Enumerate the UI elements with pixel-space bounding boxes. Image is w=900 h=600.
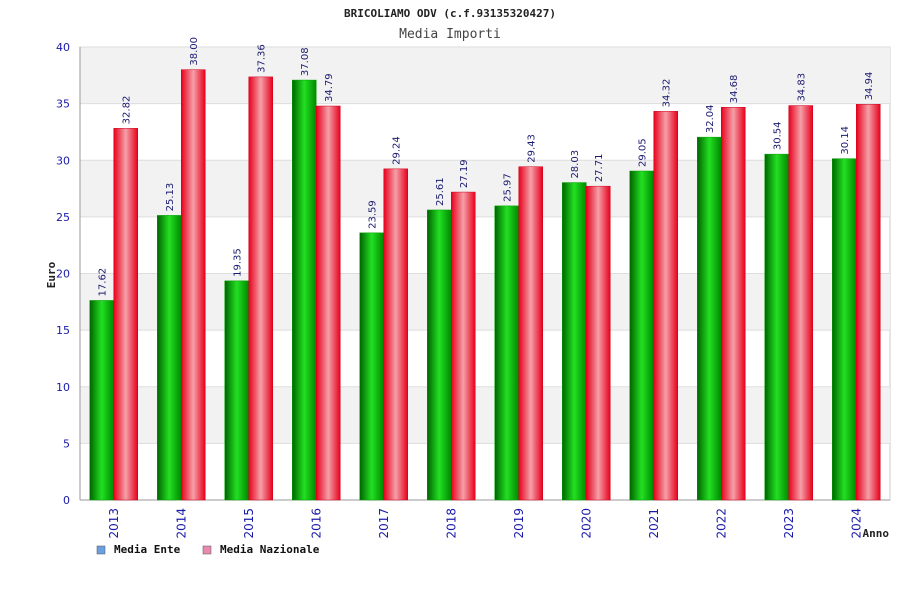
x-axis-label: Anno	[863, 527, 890, 540]
y-tick-label: 20	[56, 268, 70, 281]
x-tick-label-2019: 2019	[512, 508, 526, 539]
y-tick-label: 35	[56, 98, 70, 111]
data-label-media-nazionale-2020: 27.71	[594, 154, 605, 183]
bar-media-ente-2017	[359, 232, 384, 501]
data-label-media-ente-2018: 25.61	[435, 177, 446, 206]
bar-media-nazionale-2022	[721, 106, 746, 501]
bar-media-ente-2019	[494, 205, 519, 501]
legend-label-media-ente: Media Ente	[114, 543, 181, 556]
plot-band	[80, 47, 890, 104]
bar-media-nazionale-2024	[856, 104, 881, 501]
x-tick-label-2015: 2015	[242, 508, 256, 539]
data-label-media-nazionale-2023: 34.83	[797, 73, 808, 102]
x-axis-ticks: 2013 2014 2015 2016 2017 2018 2019 2020 2021 2022…	[107, 508, 864, 539]
data-label-media-ente-2024: 30.14	[840, 126, 851, 155]
bars	[89, 69, 881, 501]
bar-media-nazionale-2021	[653, 111, 678, 501]
y-tick-label: 25	[56, 211, 70, 224]
x-tick-label-2021: 2021	[647, 508, 661, 539]
bar-media-ente-2024	[832, 158, 857, 501]
data-label-media-nazionale-2019: 29.43	[527, 134, 538, 163]
bar-media-nazionale-2020	[586, 185, 611, 501]
data-label-media-nazionale-2013: 32.82	[122, 96, 133, 125]
x-tick-label-2024: 2024	[849, 508, 863, 539]
y-tick-label: 5	[63, 437, 70, 450]
x-tick-label-2016: 2016	[309, 508, 323, 539]
x-tick-label-2017: 2017	[377, 508, 391, 539]
bar-media-nazionale-2014	[181, 69, 206, 501]
x-tick-label-2018: 2018	[444, 508, 458, 539]
data-label-media-ente-2023: 30.54	[773, 121, 784, 150]
bar-media-ente-2022	[697, 136, 722, 501]
data-label-media-nazionale-2016: 34.79	[324, 73, 335, 102]
data-label-media-ente-2021: 29.05	[638, 138, 649, 167]
data-label-media-ente-2020: 28.03	[570, 150, 581, 179]
bar-media-nazionale-2017	[383, 168, 408, 501]
y-axis-ticks: 0 5 10 15 20 25 30 35 40	[56, 41, 70, 507]
grid-lines	[79, 46, 890, 501]
bar-media-nazionale-2019	[518, 166, 543, 501]
chart-subtitle: Media Importi	[399, 27, 501, 42]
y-tick-label: 0	[63, 494, 70, 507]
y-tick-label: 30	[56, 154, 70, 167]
data-label-media-ente-2015: 19.35	[233, 248, 244, 277]
data-label-media-nazionale-2014: 38.00	[189, 37, 200, 66]
data-label-media-nazionale-2024: 34.94	[864, 72, 875, 101]
y-axis-label: Euro	[45, 261, 58, 288]
x-tick-label-2023: 2023	[782, 508, 796, 539]
data-label-media-ente-2014: 25.13	[165, 183, 176, 212]
bar-media-ente-2021	[629, 170, 654, 501]
y-tick-label: 40	[56, 41, 70, 54]
data-labels: 17.62 32.82 25.13 38.00 19.35 37.36 37.08 34.79…	[98, 37, 876, 296]
data-label-media-ente-2022: 32.04	[705, 105, 716, 134]
legend: Media Ente Media Nazionale	[96, 543, 320, 556]
bar-media-nazionale-2023	[788, 105, 813, 501]
data-label-media-ente-2013: 17.62	[98, 268, 109, 297]
x-tick-label-2020: 2020	[579, 508, 593, 539]
y-tick-label: 15	[56, 324, 70, 337]
bar-media-ente-2014	[157, 215, 182, 501]
plot-band	[80, 273, 890, 331]
bar-media-ente-2016	[292, 79, 317, 501]
data-label-media-ente-2016: 37.08	[300, 47, 311, 76]
plot-band	[80, 386, 890, 444]
bar-media-ente-2013	[89, 300, 114, 501]
y-tick-label: 10	[56, 381, 70, 394]
bar-media-nazionale-2015	[248, 76, 273, 501]
data-label-media-nazionale-2022: 34.68	[729, 75, 740, 104]
bar-media-nazionale-2016	[316, 105, 341, 501]
data-label-media-ente-2019: 25.97	[503, 173, 514, 202]
bar-media-ente-2018	[427, 209, 452, 501]
legend-swatch-media-nazionale	[202, 545, 212, 555]
data-label-media-ente-2017: 23.59	[368, 200, 379, 229]
bar-media-ente-2023	[764, 153, 789, 501]
bar-media-ente-2020	[562, 182, 587, 501]
data-label-media-nazionale-2017: 29.24	[392, 136, 403, 165]
legend-label-media-nazionale: Media Nazionale	[220, 543, 320, 556]
data-label-media-nazionale-2018: 27.19	[459, 159, 470, 188]
bar-media-nazionale-2018	[451, 191, 476, 501]
bar-media-nazionale-2013	[113, 128, 138, 501]
x-tick-label-2014: 2014	[174, 508, 188, 539]
bar-media-ente-2015	[224, 280, 249, 501]
data-label-media-nazionale-2015: 37.36	[257, 44, 268, 73]
legend-swatch-media-ente	[96, 545, 106, 555]
chart-title: BRICOLIAMO ODV (c.f.93135320427)	[344, 7, 556, 20]
plot-band	[80, 160, 890, 217]
data-label-media-nazionale-2021: 34.32	[662, 79, 673, 108]
x-tick-label-2022: 2022	[714, 508, 728, 539]
x-tick-label-2013: 2013	[107, 508, 121, 539]
